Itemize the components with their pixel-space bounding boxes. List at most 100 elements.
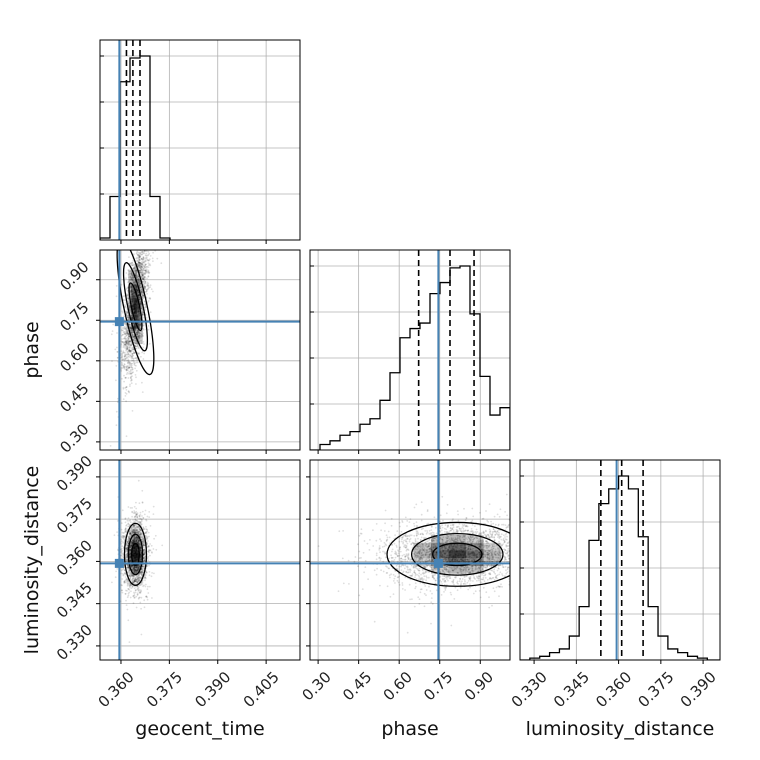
panel-frame [309,249,511,451]
sample-point [142,273,145,276]
sample-point [145,288,148,291]
sample-point [145,290,148,293]
sample-point [121,354,124,357]
sample-point [130,355,133,358]
sample-point [128,348,131,351]
sample-point [132,267,135,270]
sample-point [147,540,149,542]
sample-point [138,584,141,587]
sample-point [127,297,129,300]
sample-point [130,362,133,365]
sample-point [130,329,133,332]
sample-point [141,381,143,384]
sample-point [148,286,150,289]
sample-point [125,376,127,379]
sample-point [128,349,131,352]
sample-point [131,333,134,336]
sample-point [142,277,145,280]
sample-point [138,269,141,272]
sample-point [140,333,143,336]
sample-point [125,329,128,332]
sample-point [142,517,145,519]
sample-point [127,316,130,319]
sample-point [129,270,132,272]
sample-point [127,297,129,300]
sample-point [126,357,129,359]
sample-point [136,279,139,281]
sample-point [145,306,148,308]
gridlines [120,40,267,240]
sample-point [129,275,132,277]
sample-point [121,333,124,336]
sample-point [141,258,144,260]
sample-point [127,303,130,306]
sample-point [137,337,140,339]
sample-point [144,276,146,279]
sample-point [138,254,141,257]
sample-point [142,280,145,283]
sample-point [121,359,124,361]
sample-point [139,284,142,287]
sample-point [123,358,126,361]
sample-point [140,582,143,585]
sample-point [135,329,138,332]
sample-point [133,363,136,365]
sample-point [149,554,151,557]
sample-point [137,293,140,296]
sample-point [137,332,140,334]
sample-point [142,327,145,330]
sample-point [130,332,133,335]
sample-point [140,262,143,265]
sample-point [141,263,144,266]
sample-point [134,541,136,544]
sample-point [139,267,142,269]
sample-point [138,257,141,260]
sample-point [133,505,136,508]
sample-point [141,246,143,248]
sample-point [140,245,142,247]
sample-point [130,331,133,334]
sample-point [128,364,131,366]
sample-point [140,268,143,271]
sample-point [161,544,164,547]
sample-point [138,236,140,238]
sample-point [116,357,119,359]
sample-point [138,296,140,299]
sample-point [149,286,152,288]
sample-point [139,324,142,327]
sample-point [138,347,141,349]
sample-point [126,319,129,321]
sample-point [140,303,142,306]
sample-point [137,277,140,280]
sample-point [137,295,140,298]
sample-point [142,329,145,331]
sample-point [142,246,144,248]
sample-point [137,294,140,297]
sample-point [128,361,131,364]
sample-point [125,340,128,343]
sample-point [160,262,163,265]
sample-point [131,277,134,280]
sample-point [148,264,150,266]
sample-point [142,264,144,267]
sample-point [131,317,134,319]
sample-point [143,246,145,248]
sample-point [130,347,133,350]
sample-point [132,335,135,338]
sample-point [139,286,142,289]
sample-point [141,536,143,539]
sample-point [138,281,141,284]
sample-point [140,265,143,267]
sample-point [120,528,123,531]
sample-point [138,332,141,335]
sample-point [125,331,128,333]
sample-point [140,546,142,549]
sample-point [142,346,145,349]
sample-point [141,274,144,277]
sample-point [133,279,136,281]
sample-point [138,255,141,258]
sample-point [139,286,142,289]
sample-point [135,270,138,273]
sample-point [127,332,129,334]
sample-point [139,261,141,264]
